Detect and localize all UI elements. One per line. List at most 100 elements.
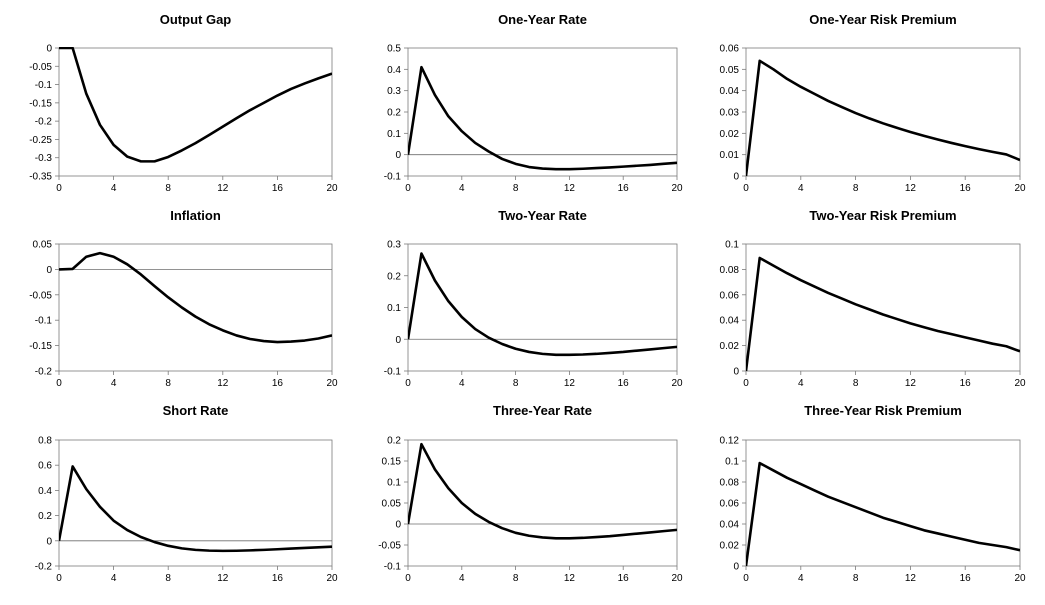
series-line	[746, 461, 1020, 567]
y-tick-label: -0.25	[29, 135, 52, 146]
y-tick-label: 0.05	[720, 65, 740, 76]
series-line	[746, 59, 1020, 177]
series-line	[59, 47, 332, 163]
y-tick-label: -0.35	[29, 172, 52, 183]
x-tick-label: 4	[459, 378, 465, 389]
y-tick-label: 0.15	[382, 457, 402, 468]
x-tick-label: 4	[798, 183, 804, 194]
x-tick-label: 20	[671, 378, 683, 389]
chart-panel-3: One-Year Risk Premium 0.06 0.05 0.04 0.03 0.0…	[720, 12, 1026, 194]
y-tick-label: 0.01	[720, 150, 740, 161]
y-tick-label: 0.06	[720, 44, 740, 55]
y-tick-label: 0.4	[38, 486, 52, 497]
x-tick-label: 4	[111, 378, 117, 389]
x-tick-label: 4	[459, 183, 465, 194]
chart-title: One-Year Rate	[498, 12, 587, 27]
plot-frame	[407, 439, 678, 567]
chart-title: Two-Year Rate	[498, 208, 587, 223]
y-tick-label: 0.4	[387, 65, 401, 76]
y-tick-label: 0.1	[725, 240, 739, 251]
y-tick-label: 0.06	[720, 290, 740, 301]
x-tick-label: 16	[960, 378, 972, 389]
x-tick-label: 16	[618, 378, 630, 389]
x-tick-label: 4	[798, 573, 804, 584]
x-tick-label: 12	[905, 378, 917, 389]
y-tick-label: -0.15	[29, 98, 52, 109]
y-tick-label: 0.1	[725, 457, 739, 468]
y-tick-label: 0	[395, 150, 401, 161]
x-tick-label: 0	[405, 378, 411, 389]
x-tick-label: 16	[618, 183, 630, 194]
x-tick-label: 20	[326, 378, 338, 389]
y-tick-label: 0.1	[387, 129, 401, 140]
x-tick-label: 4	[459, 573, 465, 584]
y-tick-label: 0.02	[720, 541, 740, 552]
y-tick-label: 0.2	[387, 436, 401, 447]
plot-frame	[58, 47, 333, 177]
x-tick-label: 20	[326, 183, 338, 194]
x-tick-label: 4	[111, 183, 117, 194]
x-tick-label: 8	[513, 378, 519, 389]
x-tick-label: 4	[111, 573, 117, 584]
chart-title: Three-Year Rate	[493, 403, 592, 418]
x-tick-label: 8	[165, 378, 171, 389]
y-tick-label: -0.1	[384, 367, 402, 378]
y-tick-label: -0.2	[35, 562, 53, 573]
chart-title: Output Gap	[160, 12, 232, 27]
plot-frame	[745, 243, 1021, 372]
x-tick-label: 12	[217, 573, 229, 584]
x-tick-label: 12	[564, 378, 576, 389]
chart-title: Inflation	[170, 208, 221, 223]
y-tick-label: 0.02	[720, 341, 740, 352]
x-tick-label: 12	[905, 183, 917, 194]
y-tick-label: 0.05	[382, 499, 402, 510]
y-tick-label: -0.15	[29, 341, 52, 352]
x-tick-label: 0	[56, 378, 62, 389]
plot-frame	[745, 439, 1021, 567]
x-tick-label: 8	[853, 573, 859, 584]
series-line	[408, 252, 677, 357]
series-line	[59, 251, 332, 344]
chart-panel-6: Two-Year Risk Premium 0.1 0.08 0.06 0.04 0.02…	[720, 208, 1026, 389]
x-tick-label: 0	[405, 573, 411, 584]
x-tick-label: 20	[1014, 183, 1026, 194]
x-tick-label: 0	[743, 378, 749, 389]
x-tick-label: 8	[165, 183, 171, 194]
y-tick-label: 0.08	[720, 478, 740, 489]
y-tick-label: 0.2	[38, 511, 52, 522]
x-tick-label: 12	[564, 573, 576, 584]
plot-frame	[58, 243, 333, 372]
y-tick-label: -0.05	[378, 541, 401, 552]
y-tick-label: 0	[733, 172, 739, 183]
y-tick-label: 0.12	[720, 436, 740, 447]
x-tick-label: 8	[853, 378, 859, 389]
chart-panel-1: Output Gap 0 -0.05 -0.1 -0.15 -0.2 -0.25 -0.3 -0…	[29, 12, 338, 194]
chart-title: Three-Year Risk Premium	[804, 403, 962, 418]
chart-panel-8: Three-Year Rate0.20.150.10.050-0.05-0.10…	[378, 403, 683, 584]
x-tick-label: 12	[217, 183, 229, 194]
chart-panel-9: Three-Year Risk Premium 0.12 0.1 0.08 0.06 0.…	[720, 403, 1026, 584]
plot-frame	[58, 439, 333, 567]
x-tick-label: 16	[618, 573, 630, 584]
x-tick-label: 0	[56, 573, 62, 584]
y-tick-label: 0.06	[720, 499, 740, 510]
x-tick-label: 8	[165, 573, 171, 584]
x-tick-label: 16	[272, 573, 284, 584]
y-tick-label: 0.6	[38, 461, 52, 472]
x-tick-label: 20	[1014, 573, 1026, 584]
y-tick-label: -0.2	[35, 117, 53, 128]
y-tick-label: 0	[395, 335, 401, 346]
series-line	[59, 465, 332, 553]
y-tick-label: 0.03	[720, 108, 740, 119]
x-tick-label: 0	[743, 183, 749, 194]
x-tick-label: 20	[671, 183, 683, 194]
y-tick-label: -0.1	[35, 316, 53, 327]
y-tick-label: 0.2	[387, 108, 401, 119]
y-tick-label: -0.1	[384, 562, 402, 573]
x-tick-label: 0	[743, 573, 749, 584]
